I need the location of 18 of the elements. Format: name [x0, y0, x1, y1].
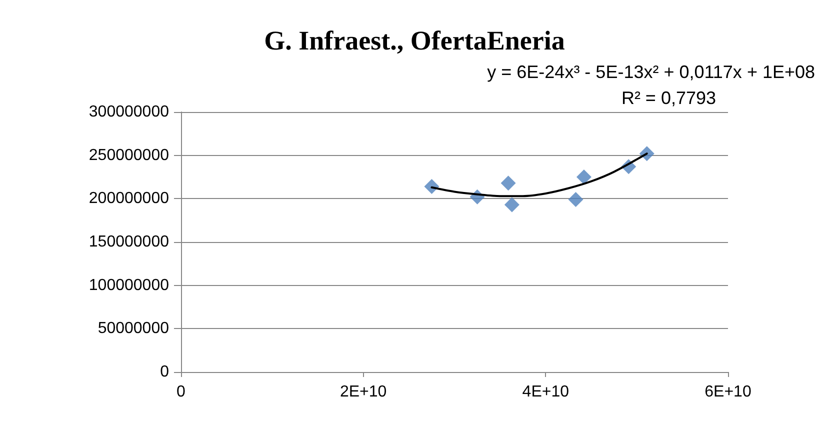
x-tick-label: 2E+10 — [340, 384, 387, 400]
y-tick-label: 100000000 — [88, 276, 170, 294]
y-tick-label: 250000000 — [88, 146, 170, 164]
point — [500, 176, 516, 191]
x-tick-label: 0 — [176, 384, 186, 400]
y-tick-label: 150000000 — [88, 234, 170, 250]
y-tick-label: 200000000 — [88, 190, 170, 208]
point — [504, 197, 520, 212]
point — [576, 170, 592, 184]
x-tick-label: 6E+10 — [704, 384, 752, 400]
point — [568, 192, 584, 208]
y-tick-label: 0 — [160, 364, 170, 380]
text: R² = 0,7793 — [621, 88, 716, 108]
text: y = 6E-24x³ - 5E-13x² + 0,0117x + 1E+08 — [487, 62, 815, 82]
x-tick-label: 4E+10 — [522, 384, 570, 400]
y-tick-label: 300000000 — [88, 104, 170, 120]
chart-title: G. Infraest., OfertaEneria — [264, 26, 566, 56]
y-tick-label: 50000000 — [98, 320, 170, 338]
